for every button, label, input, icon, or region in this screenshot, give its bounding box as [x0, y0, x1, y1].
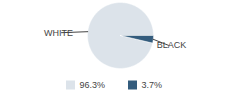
- svg-text:3.7%: 3.7%: [142, 80, 163, 90]
- svg-text:BLACK: BLACK: [157, 40, 187, 50]
- svg-text:WHITE: WHITE: [44, 28, 73, 38]
- svg-text:96.3%: 96.3%: [80, 80, 106, 90]
